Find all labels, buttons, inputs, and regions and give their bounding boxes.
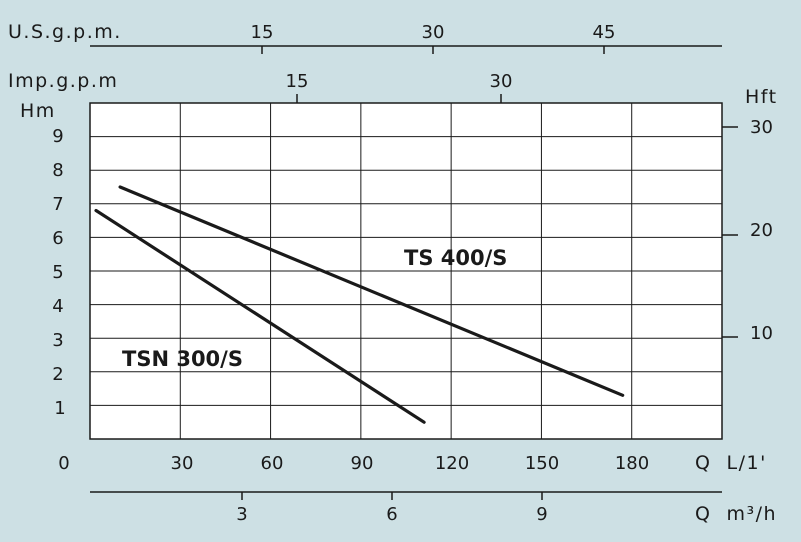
m3h-tick-9: 9 — [536, 504, 547, 525]
x-origin-label: 0 — [58, 453, 69, 474]
series-line-ts-400-s — [118, 185, 625, 397]
hft-tick-30: 30 — [750, 117, 773, 138]
imp-gpm-tick-30: 30 — [490, 71, 513, 92]
m3h-tick-6: 6 — [386, 504, 397, 525]
y-tick-1: 1 — [54, 398, 65, 419]
us-gpm-tick-45: 45 — [593, 22, 616, 43]
y-tick-5: 5 — [52, 262, 63, 283]
hft-tick-10: 10 — [750, 323, 773, 344]
y-tick-7: 7 — [52, 194, 63, 215]
m3h-tick-3: 3 — [236, 504, 247, 525]
series-layer — [94, 185, 625, 424]
series-label-tsn300s: TSN 300/S — [122, 347, 243, 371]
x-tick-120: 120 — [435, 453, 469, 474]
us-gpm-tick-30: 30 — [422, 22, 445, 43]
x-axis-title: Q L/1' — [695, 452, 767, 474]
y-tick-4: 4 — [52, 296, 63, 317]
x-tick-180: 180 — [615, 453, 649, 474]
us-gpm-tick-15: 15 — [251, 22, 274, 43]
y-tick-8: 8 — [52, 160, 63, 181]
y-tick-3: 3 — [52, 330, 63, 351]
series-label-ts400s: TS 400/S — [404, 246, 507, 270]
imp-gpm-tick-15: 15 — [286, 71, 309, 92]
x-tick-30: 30 — [171, 453, 194, 474]
hft-tick-20: 20 — [750, 220, 773, 241]
x-tick-90: 90 — [351, 453, 374, 474]
y-tick-2: 2 — [52, 364, 63, 385]
m3h-axis-title: Q m³/h — [695, 503, 777, 525]
imp-gpm-axis-label: Imp.g.p.m — [8, 70, 118, 92]
y-axis-right-title: Hft — [745, 86, 778, 108]
x-tick-60: 60 — [261, 453, 284, 474]
y-tick-6: 6 — [52, 228, 63, 249]
series-line-tsn-300-s — [94, 208, 426, 424]
x-tick-150: 150 — [525, 453, 559, 474]
y-axis-title: Hm — [20, 100, 56, 122]
us-gpm-axis-label: U.S.g.p.m. — [8, 21, 122, 43]
y-tick-9: 9 — [52, 126, 63, 147]
